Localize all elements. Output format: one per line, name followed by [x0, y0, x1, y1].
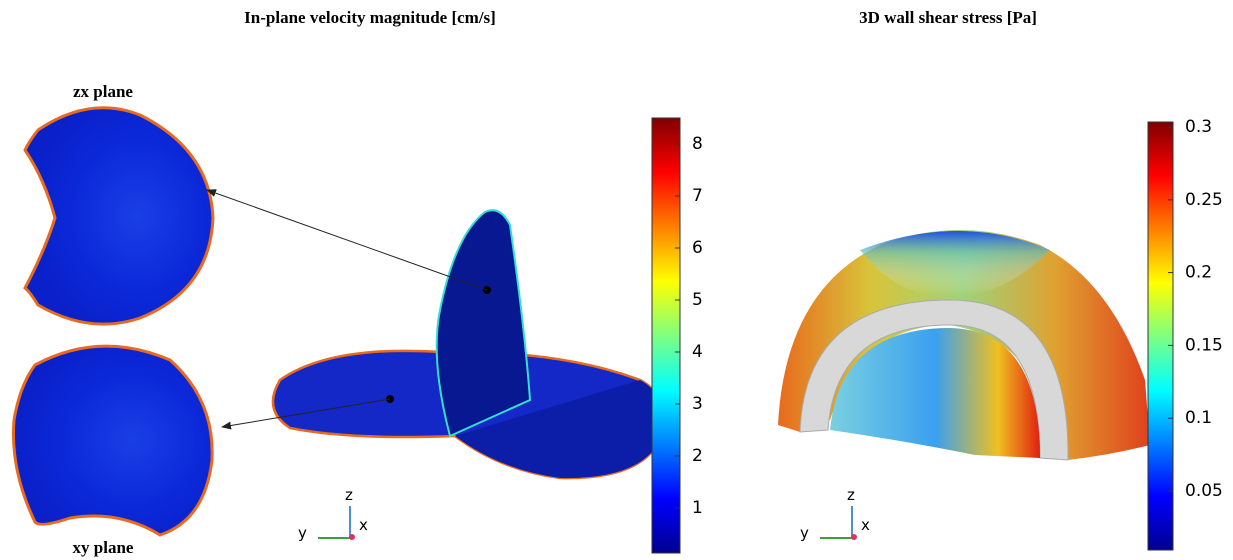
colorbar-tick-label: 0.25 [1185, 190, 1223, 210]
axis-triad: z y x [800, 486, 870, 542]
colorbar-tick-label: 4 [692, 342, 703, 362]
axis-label: x [359, 516, 368, 534]
plane-label: zx plane [73, 82, 133, 101]
axis-label: z [345, 486, 353, 504]
colorbar-tick-label: 5 [692, 290, 703, 310]
arrow [207, 190, 487, 290]
panel-title: In-plane velocity magnitude [cm/s] [244, 8, 496, 27]
xy-section [13, 346, 212, 535]
colorbar-tick-label: 3 [692, 394, 703, 414]
colorbar-tick-label: 0.3 [1185, 117, 1212, 137]
vertical-plane [437, 210, 530, 436]
panel-title: 3D wall shear stress [Pa] [859, 8, 1037, 27]
colorbar-tick-label: 7 [692, 186, 703, 206]
axis-label: x [861, 516, 870, 534]
colorbar-tick-label: 6 [692, 238, 703, 258]
colorbar [652, 118, 680, 553]
colorbar-tick-label: 8 [692, 134, 703, 154]
zx-section [25, 108, 213, 324]
colorbar-tick-label: 0.05 [1185, 481, 1223, 501]
axis-label: y [298, 524, 307, 542]
figure: In-plane velocity magnitude [cm/s] 3D wa… [0, 0, 1233, 560]
plane-label: xy plane [73, 538, 134, 557]
colorbar-tick-label: 0.2 [1185, 263, 1212, 283]
colorbar [1148, 122, 1173, 550]
colorbar-tick-label: 2 [692, 446, 703, 466]
axis-label: y [800, 524, 809, 542]
colorbar-tick-label: 0.1 [1185, 408, 1212, 428]
axis-label: z [847, 486, 855, 504]
axis-triad: z y x [298, 486, 368, 542]
colorbar-tick-label: 1 [692, 498, 703, 518]
colorbar-tick-label: 0.15 [1185, 335, 1223, 355]
